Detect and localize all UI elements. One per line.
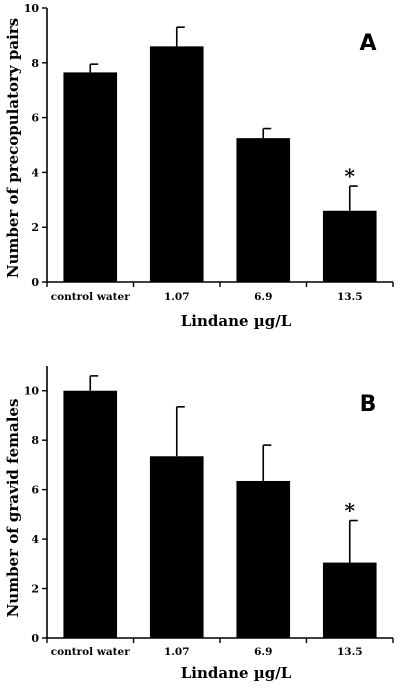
- panel-a-category-label-2: 6.9: [254, 291, 272, 303]
- panel-a-bar-1: [149, 46, 204, 282]
- panel-b-significance-3: *: [345, 499, 356, 523]
- panel-b-ytick-label-4: 8: [31, 434, 39, 447]
- panel-b-ylabel: Number of gravid females: [4, 399, 22, 618]
- panel-a-xlabel: Lindane µg/L: [181, 312, 292, 330]
- panel-a-ylabel: Number of precopulatory pairs: [4, 18, 22, 278]
- panel-b-category-label-2: 6.9: [254, 646, 272, 658]
- panel-b-xlabel: Lindane µg/L: [181, 664, 292, 682]
- panel-a-bars: *: [63, 26, 377, 282]
- panel-a-category-label-1: 1.07: [164, 291, 190, 303]
- panel-b-letter: B: [360, 392, 377, 417]
- panel-a-ytick-label-2: 4: [31, 166, 39, 179]
- panel-b-category-label-0: control water: [51, 646, 130, 658]
- panel-b-ytick-label-2: 4: [31, 533, 39, 546]
- panel-a-ytick-label-1: 2: [31, 221, 39, 234]
- panel-b-ytick-label-5: 10: [24, 385, 40, 398]
- panel-b-ytick-label-3: 6: [31, 484, 39, 497]
- panel-a-ytick-label-5: 10: [24, 2, 40, 15]
- panel-a-bar-2: [236, 138, 291, 282]
- panel-b-bar-2: [236, 480, 291, 638]
- panel-b-ytick-label-1: 2: [31, 583, 39, 596]
- panel-b-bar-0: [63, 390, 118, 638]
- panel-a-bar-3: [322, 210, 377, 282]
- panel-a-ytick-label-3: 6: [31, 112, 39, 125]
- panel-b-bars: *: [63, 375, 377, 638]
- panel-b-axes: control water 1.07 6.9 13.5 0 2 4 6 8 10: [24, 366, 394, 658]
- panel-b-bar-1: [149, 456, 204, 638]
- panel-a-ytick-label-0: 0: [31, 276, 39, 289]
- panel-b-ytick-label-0: 0: [31, 632, 39, 645]
- panel-b-chart: B Lindane µg/L Number of gravid females …: [4, 366, 394, 682]
- panel-a-chart: A Lindane µg/L Number of precopulatory p…: [4, 2, 394, 330]
- panel-b-bar-3: [322, 562, 377, 638]
- panel-a-category-label-3: 13.5: [337, 291, 363, 303]
- panel-a-axes: control water 1.07 6.9 13.5 0 2 4 6 8 10: [24, 2, 394, 303]
- panel-a-category-label-0: control water: [51, 291, 130, 303]
- panel-b-category-label-1: 1.07: [164, 646, 190, 658]
- panel-a-bar-0: [63, 72, 118, 282]
- panel-a-ytick-label-4: 8: [31, 57, 39, 70]
- panel-a-letter: A: [359, 31, 376, 56]
- panel-b-category-label-3: 13.5: [337, 646, 363, 658]
- panel-a-significance-3: *: [345, 164, 356, 188]
